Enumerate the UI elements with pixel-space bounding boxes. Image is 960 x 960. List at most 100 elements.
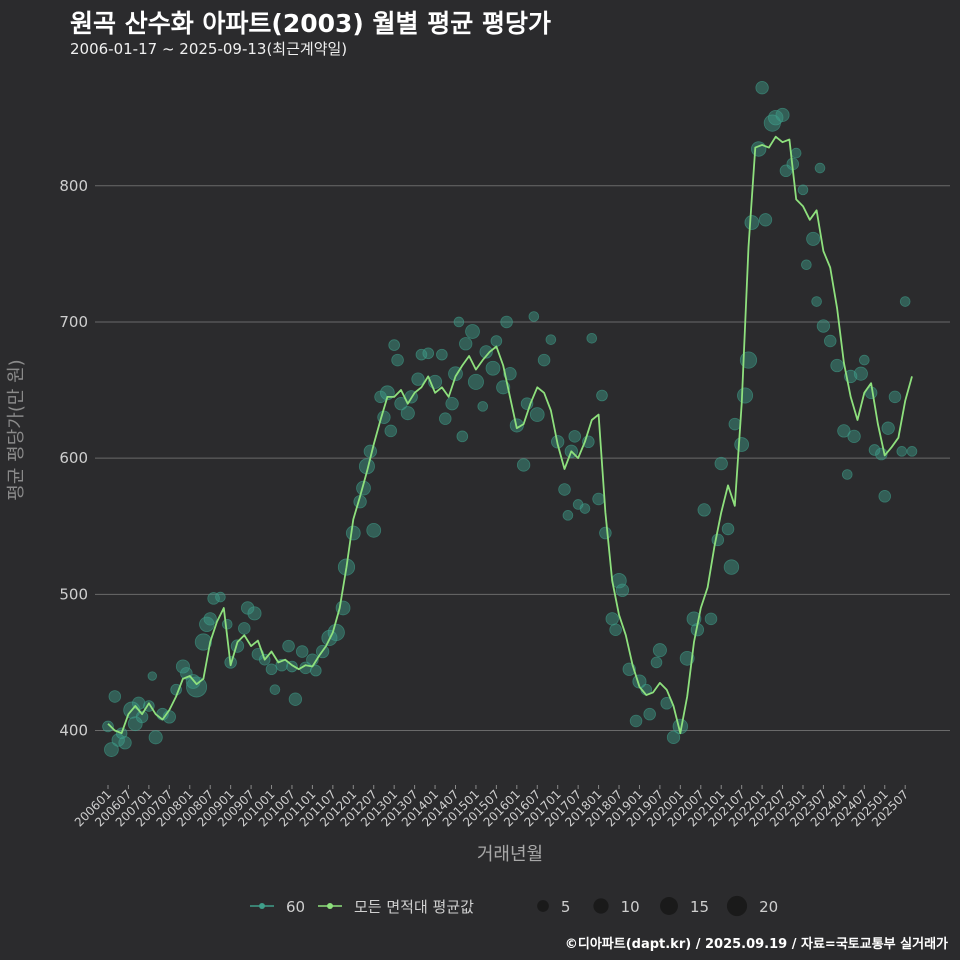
legend-avg-item: 모든 면적대 평균값: [318, 898, 474, 916]
data-point: [609, 623, 622, 636]
data-point: [108, 690, 122, 703]
data-point: [503, 367, 517, 381]
y-tick-label: 400: [59, 722, 88, 740]
data-point: [384, 424, 398, 438]
data-point: [734, 437, 750, 452]
legend-size-circle: [660, 897, 678, 915]
legend-size-label: 5: [561, 898, 571, 916]
data-point: [467, 373, 484, 390]
data-point: [186, 676, 208, 698]
data-point: [605, 612, 619, 626]
data-points: [102, 81, 918, 757]
legend-size-label: 15: [690, 898, 709, 916]
data-point: [439, 412, 452, 425]
data-point: [411, 372, 425, 386]
legend-size-label: 10: [621, 898, 640, 916]
data-point: [391, 353, 404, 367]
data-point: [436, 348, 448, 361]
data-point: [823, 334, 837, 348]
legend-size-circle: [593, 898, 609, 914]
data-point: [477, 401, 489, 412]
x-axis-ticks: 2006012006072007012007072008012008072009…: [72, 785, 911, 830]
legend-avg-label: 모든 면적대 평균값: [354, 898, 474, 916]
data-point: [841, 469, 853, 480]
data-point: [537, 353, 551, 367]
legend-size-scale: 5 10 15 20: [537, 895, 778, 917]
data-point: [230, 639, 245, 653]
y-tick-label: 700: [59, 313, 88, 331]
legend-area-item: 60: [250, 898, 305, 916]
data-point: [615, 583, 630, 597]
legend-area-dot-icon: [259, 903, 265, 909]
y-tick-label: 600: [59, 449, 88, 467]
data-point: [238, 622, 251, 635]
data-point: [445, 397, 459, 411]
data-point: [490, 335, 503, 347]
data-point: [797, 184, 809, 196]
legend-area-label: 60: [286, 898, 305, 916]
data-point: [906, 446, 918, 457]
data-point: [721, 522, 735, 536]
average-line: [107, 135, 913, 735]
data-point: [282, 639, 295, 653]
data-point: [345, 525, 361, 541]
data-point: [459, 337, 473, 351]
source-footer: ©디아파트(dapt.kr) / 2025.09.19 / 자료=국토교통부 실…: [564, 937, 948, 952]
data-point: [878, 490, 891, 503]
data-point: [814, 162, 826, 174]
data-point: [203, 612, 217, 626]
legend-size-circle: [726, 895, 748, 917]
chart-title: 원곡 산수화 아파트(2003) 월별 평균 평당가: [70, 9, 551, 38]
data-point: [562, 510, 574, 521]
data-point: [529, 407, 545, 422]
data-point: [697, 503, 711, 517]
data-point: [194, 633, 212, 651]
data-point: [888, 390, 902, 404]
data-point: [579, 503, 591, 514]
data-point: [400, 406, 415, 421]
legend-size-label: 20: [759, 898, 778, 916]
data-point: [528, 311, 540, 322]
data-point: [456, 430, 469, 443]
data-point: [652, 643, 667, 658]
data-point: [545, 334, 557, 345]
y-tick-label: 800: [59, 177, 88, 195]
data-point: [175, 659, 190, 674]
data-point: [135, 710, 149, 724]
legend-size-circle: [537, 900, 549, 912]
data-point: [755, 81, 769, 95]
data-point: [816, 319, 831, 333]
data-point: [801, 259, 812, 271]
data-point: [310, 664, 322, 677]
data-point: [596, 389, 608, 402]
data-point: [586, 333, 598, 344]
data-point: [650, 656, 663, 669]
data-point: [247, 606, 262, 621]
data-point: [837, 424, 851, 438]
data-point: [500, 315, 513, 329]
data-point: [896, 446, 908, 457]
data-point: [881, 421, 895, 435]
data-point: [102, 720, 114, 733]
data-point: [899, 296, 911, 307]
data-point: [558, 483, 571, 496]
data-point: [479, 345, 493, 359]
data-point: [790, 147, 802, 159]
data-point: [853, 366, 868, 381]
data-point: [775, 107, 790, 122]
data-point: [147, 671, 157, 681]
data-point: [388, 339, 400, 351]
data-point: [723, 559, 740, 575]
grid-lines: [95, 185, 950, 732]
legend: 60 모든 면적대 평균값 5 10 15 20: [250, 895, 778, 917]
data-point: [847, 429, 861, 444]
data-point: [366, 522, 382, 538]
data-point: [269, 684, 281, 695]
data-point: [868, 444, 881, 456]
data-point: [711, 533, 725, 547]
data-point: [516, 458, 531, 472]
data-point: [592, 492, 605, 506]
data-point: [758, 213, 773, 227]
data-point: [295, 645, 309, 658]
data-point: [327, 623, 345, 642]
